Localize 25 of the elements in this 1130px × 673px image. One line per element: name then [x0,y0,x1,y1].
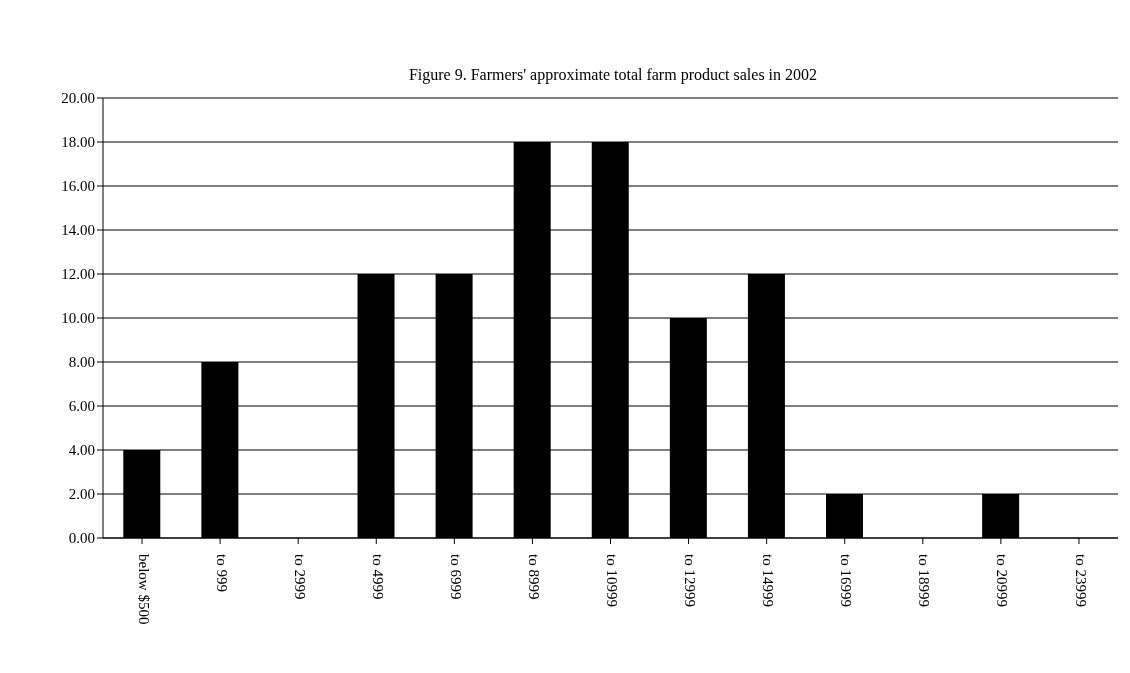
x-tick-label: to 10999 [604,554,621,607]
x-tick-label: to 8999 [525,554,542,600]
x-tick-label: to 2999 [291,554,308,600]
x-tick-label: to 4999 [369,554,386,600]
y-tick-label: 2.00 [68,486,95,503]
y-tick-label: 6.00 [68,398,95,415]
y-tick-label: 0.00 [68,530,95,547]
chart-title: Figure 9. Farmers' approximate total farm product sales in 2002 [407,66,819,84]
y-tick-label: 20.00 [61,90,95,107]
x-tick-label: to 18999 [916,554,933,607]
y-tick-label: 10.00 [61,310,95,327]
x-tick-label: to 14999 [760,554,777,607]
x-tick-label: to 20999 [994,554,1011,607]
x-tick-label: below $500 [135,554,152,625]
y-tick-label: 16.00 [61,178,95,195]
x-tick-label: to 6999 [447,554,464,600]
x-tick-label: to 12999 [682,554,699,607]
y-tick-label: 12.00 [61,266,95,283]
y-tick-label: 4.00 [68,442,95,459]
x-tick-label: to 23999 [1072,554,1089,607]
x-tick-label: to 16999 [838,554,855,607]
y-tick-label: 18.00 [61,134,95,151]
y-tick-label: 8.00 [68,354,95,371]
y-tick-label: 14.00 [61,222,95,239]
x-tick-label: to 999 [213,554,230,592]
